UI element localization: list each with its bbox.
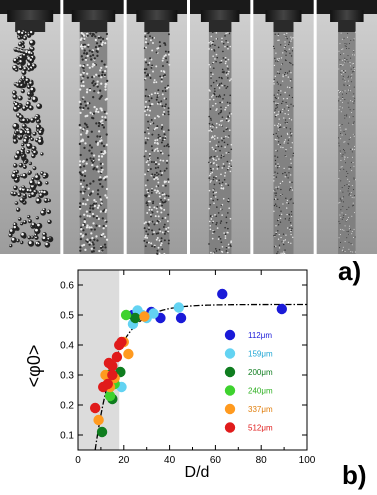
data-point	[103, 357, 115, 369]
data-point	[123, 348, 134, 360]
photo-frame	[253, 0, 314, 255]
panel-label-a: a)	[338, 256, 362, 286]
data-point	[102, 378, 113, 390]
legend-marker	[224, 329, 236, 341]
data-point	[111, 351, 123, 363]
photo-frame	[63, 0, 124, 254]
legend-marker	[224, 385, 236, 396]
photo-frame	[190, 0, 251, 254]
legend-label: 240μm	[248, 387, 273, 396]
panel-label-b: b)	[342, 460, 367, 490]
data-point	[96, 426, 108, 438]
y-tick-label: 0.4	[60, 341, 74, 352]
y-tick-label: 0.5	[60, 311, 74, 322]
data-point	[130, 312, 141, 324]
x-tick-label: 80	[256, 455, 268, 466]
legend-label: 512μm	[248, 424, 273, 433]
x-tick-label: 60	[210, 455, 222, 466]
y-tick-label: 0.1	[60, 431, 74, 442]
photo-frame	[126, 0, 187, 255]
legend-marker	[224, 403, 236, 415]
data-point	[120, 309, 132, 321]
data-point	[173, 302, 184, 313]
y-axis-label: <φ0>	[24, 345, 44, 388]
data-point	[116, 336, 127, 348]
y-tick-label: 0.2	[60, 401, 74, 412]
x-tick-label: 100	[299, 455, 316, 466]
x-tick-label: 0	[75, 455, 81, 466]
photo-frame	[0, 0, 61, 254]
jet-photo-strip	[0, 0, 377, 255]
photo-frame	[316, 0, 377, 254]
data-point	[175, 312, 187, 324]
legend-label: 337μm	[248, 405, 273, 414]
data-point	[89, 402, 101, 414]
legend-label: 159μm	[248, 350, 273, 359]
legend-label: 112μm	[248, 331, 272, 340]
fit-curve	[94, 303, 307, 451]
data-point	[276, 303, 288, 315]
y-tick-label: 0.3	[60, 371, 74, 382]
data-point	[104, 390, 116, 402]
x-axis-label: D/d	[185, 464, 210, 481]
x-tick-label: 40	[164, 455, 176, 466]
data-point	[148, 308, 159, 319]
data-point	[139, 311, 150, 322]
legend-marker	[224, 348, 236, 359]
legend-marker	[224, 422, 236, 433]
data-point	[217, 288, 228, 300]
legend-label: 200μm	[248, 368, 273, 377]
data-point	[107, 369, 118, 381]
x-tick-label: 20	[118, 455, 130, 466]
data-point	[93, 414, 104, 426]
y-tick-label: 0.6	[60, 281, 74, 292]
legend-marker	[224, 366, 236, 378]
packing-fraction-chart: 0 20 40 60 80 100 0.1 0.2 0.3 0.4 0.5 0.6 112μm 159μm…	[24, 269, 316, 481]
